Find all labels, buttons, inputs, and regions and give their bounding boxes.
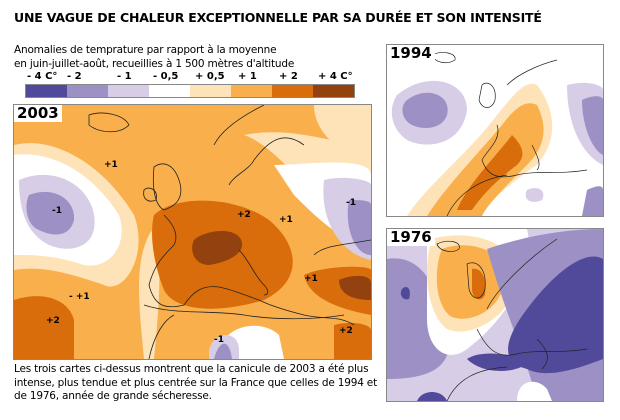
map-2003-image: +1 -1 +2 +1 -1 - +1 +2 -1 +2 +1	[14, 105, 371, 359]
color-scale-legend	[25, 84, 355, 98]
map-year-label: 1994	[387, 45, 435, 62]
contour-label: -1	[346, 198, 356, 208]
legend-label: + 1	[238, 71, 257, 82]
map-year-label: 1976	[387, 229, 435, 246]
legend-swatch	[67, 85, 108, 97]
contour-label: - +1	[69, 292, 90, 302]
page-title: UNE VAGUE DE CHALEUR EXCEPTIONNELLE PAR …	[14, 10, 542, 25]
legend-label: + 4 C°	[318, 71, 353, 82]
map-2003: +1 -1 +2 +1 -1 - +1 +2 -1 +2 +1 2003	[13, 104, 372, 360]
legend-swatch	[272, 85, 313, 97]
map-1994-image	[387, 45, 603, 216]
legend-swatch	[190, 85, 231, 97]
map-1976-image	[387, 229, 603, 401]
map-1976: 1976	[386, 228, 604, 402]
contour-label: +1	[304, 274, 318, 284]
contour-label: -1	[214, 335, 224, 345]
map-year-label: 2003	[14, 105, 62, 122]
legend-label: - 4 C°	[27, 71, 58, 82]
contour-label: +2	[237, 210, 251, 220]
contour-label: +2	[339, 326, 353, 336]
map-1994: 1994	[386, 44, 604, 217]
legend-swatch	[149, 85, 190, 97]
caption: Les trois cartes ci-dessus montrent que …	[14, 363, 377, 402]
legend-labels: - 4 C° - 2 - 1 - 0,5 + 0,5 + 1 + 2 + 4 C…	[25, 71, 355, 83]
legend-label: - 0,5	[153, 71, 179, 82]
legend-swatch	[108, 85, 149, 97]
contour-label: +2	[46, 316, 60, 326]
contour-label: +1	[104, 160, 118, 170]
subtitle-line-2: en juin-juillet-août, recueillies à 1 50…	[14, 58, 295, 70]
legend-swatch	[231, 85, 272, 97]
contour-label: +1	[279, 215, 293, 225]
legend-label: - 2	[67, 71, 82, 82]
legend-label: - 1	[117, 71, 132, 82]
contour-label: -1	[52, 206, 62, 216]
subtitle-line-1: Anomalies de temprature par rapport à la…	[14, 44, 277, 56]
legend-label: + 0,5	[195, 71, 225, 82]
legend-label: + 2	[279, 71, 298, 82]
legend-swatch	[313, 85, 354, 97]
subtitle: Anomalies de temprature par rapport à la…	[14, 43, 374, 71]
legend-swatch	[26, 85, 67, 97]
